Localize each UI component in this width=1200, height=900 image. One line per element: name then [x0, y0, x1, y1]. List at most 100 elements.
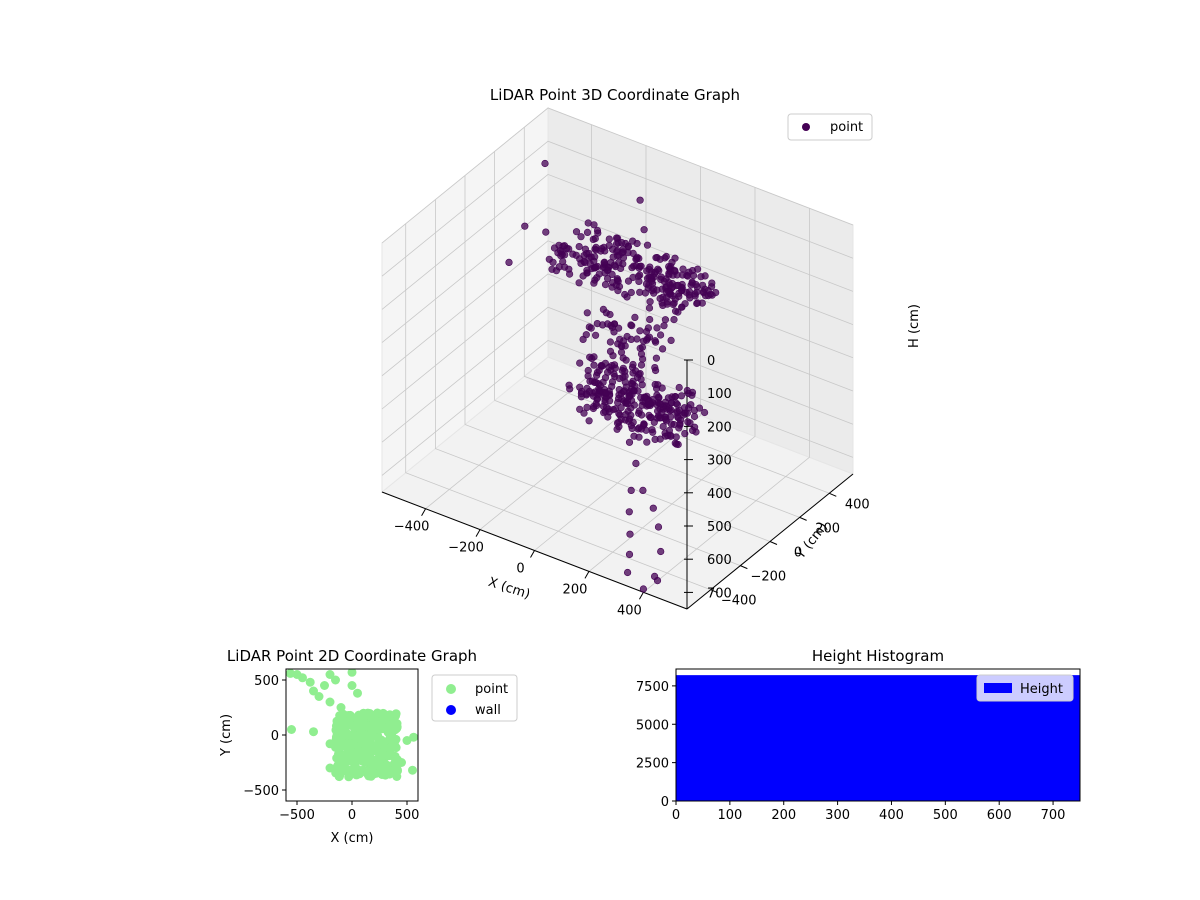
tick-label-x: −200: [448, 541, 484, 556]
data-point-3d: [671, 295, 679, 303]
data-point-2d: [357, 750, 367, 760]
grid-line-x: [425, 124, 592, 510]
data-point-3d: [695, 404, 704, 412]
data-point-3d: [675, 289, 683, 297]
data-point-2d: [363, 721, 373, 731]
data-point-3d: [575, 243, 583, 251]
data-point-2d: [338, 715, 348, 725]
data-point-3d: [584, 219, 592, 227]
data-point-3d: [627, 335, 635, 344]
data-point-2d: [348, 765, 357, 775]
data-point-3d: [653, 324, 661, 332]
tick-mark-x: [421, 508, 427, 516]
grid-line-z: [381, 140, 854, 277]
tick-label-z: 300: [707, 454, 732, 469]
tick-label-y: 400: [845, 497, 870, 512]
data-point-2d: [309, 727, 318, 737]
data-point-3d: [618, 249, 626, 257]
data-point-3d: [688, 267, 697, 275]
data-point-3d: [683, 409, 692, 417]
tick-label-x-2d: 0: [348, 808, 356, 823]
data-point-3d: [591, 331, 600, 339]
data-point-3d: [656, 294, 664, 303]
data-point-3d: [593, 227, 602, 235]
data-point-3d: [652, 354, 661, 362]
data-point-3d: [627, 486, 635, 495]
data-point-3d: [541, 159, 549, 168]
chart-3d-points: [505, 159, 720, 593]
data-point-3d: [642, 327, 651, 336]
tick-label-x: 400: [617, 603, 642, 618]
data-point-3d: [628, 322, 636, 330]
data-point-3d: [604, 413, 612, 421]
data-point-3d: [566, 385, 574, 393]
chart-2d-title: LiDAR Point 2D Coordinate Graph: [227, 647, 477, 665]
data-point-3d: [648, 268, 656, 276]
tick-label-y-2d: −500: [243, 784, 279, 799]
data-point-2d: [408, 765, 417, 775]
data-point-3d: [699, 288, 707, 296]
data-point-3d: [622, 411, 630, 419]
grid-line-y: [523, 127, 830, 494]
data-point-2d: [320, 681, 329, 690]
data-point-3d: [621, 239, 630, 248]
data-point-3d: [645, 304, 654, 312]
data-point-3d: [657, 547, 665, 556]
data-point-3d: [645, 411, 653, 420]
data-point-2d: [376, 762, 386, 771]
data-point-3d: [583, 309, 591, 317]
data-point-3d: [521, 222, 529, 230]
data-point-3d: [625, 392, 633, 400]
chart-2d-legend: point wall: [431, 674, 518, 722]
data-point-3d: [643, 438, 651, 446]
data-point-3d: [608, 270, 616, 279]
data-point-2d: [385, 710, 395, 720]
data-point-3d: [666, 413, 675, 421]
data-point-3d: [660, 277, 668, 286]
grid-line-x: [588, 187, 756, 572]
data-point-3d: [667, 336, 675, 345]
data-point-3d: [607, 321, 615, 330]
data-point-2d: [362, 756, 372, 766]
data-point-3d: [587, 253, 595, 261]
data-point-3d: [590, 279, 598, 287]
tick-label-x-hist: 0: [672, 808, 680, 823]
data-point-3d: [639, 486, 647, 495]
tick-mark-y: [829, 492, 837, 497]
tick-label-y: 0: [794, 546, 802, 561]
tick-label-y-hist: 7500: [636, 680, 669, 695]
data-point-3d: [629, 249, 637, 257]
grid-line-x: [643, 208, 810, 593]
data-point-2d: [373, 733, 383, 743]
data-point-3d: [656, 331, 665, 339]
histogram-legend-marker: [984, 683, 1012, 693]
chart-histogram: Height Histogram 0 100 200 300 400 500 600 7000…: [636, 647, 1081, 823]
data-point-3d: [576, 405, 584, 413]
tick-label-x-hist: 200: [771, 808, 796, 823]
chart-2d-legend-marker-wall: [446, 705, 456, 715]
data-point-2d: [309, 686, 318, 696]
data-point-3d: [624, 277, 633, 285]
data-point-3d: [629, 360, 637, 369]
data-point-2d: [375, 751, 385, 761]
data-point-3d: [549, 258, 557, 266]
data-point-3d: [575, 279, 583, 287]
data-point-3d: [619, 354, 627, 362]
tick-label-x-hist: 400: [879, 808, 904, 823]
data-point-3d: [601, 269, 609, 277]
data-point-2d: [366, 738, 376, 748]
data-point-3d: [606, 310, 614, 319]
data-point-2d: [409, 732, 418, 742]
chart-2d-legend-marker-point: [446, 684, 456, 694]
data-point-3d: [648, 287, 656, 295]
data-point-3d: [648, 277, 656, 285]
data-point-3d: [576, 383, 584, 391]
data-point-3d: [600, 259, 608, 267]
data-point-3d: [666, 431, 675, 439]
data-point-3d: [631, 313, 639, 322]
data-point-2d: [365, 767, 375, 777]
data-point-3d: [701, 272, 709, 280]
data-point-3d: [700, 408, 709, 417]
data-point-2d: [355, 769, 364, 779]
data-point-2d: [298, 673, 307, 683]
